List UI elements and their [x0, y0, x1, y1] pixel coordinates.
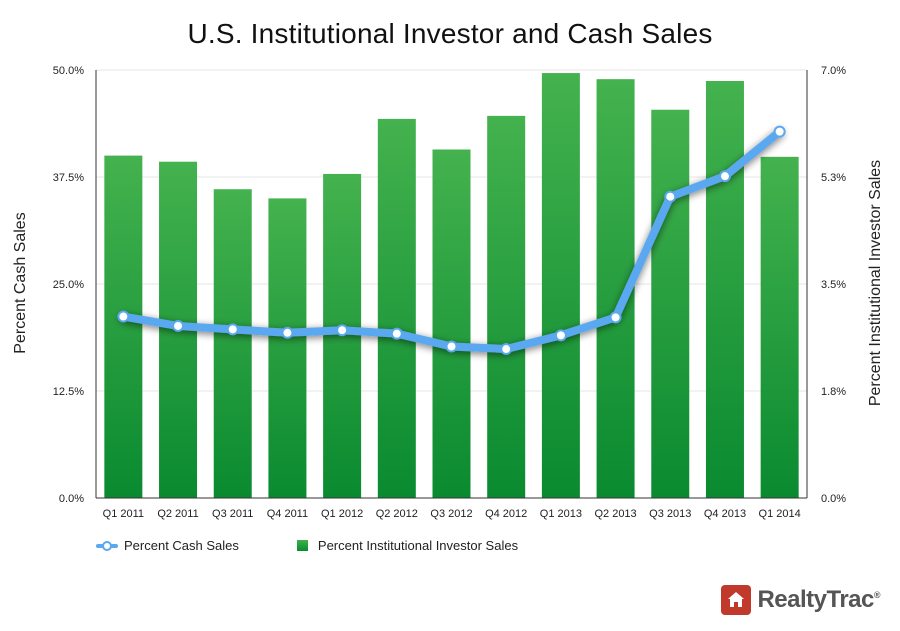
- house-icon: [721, 585, 752, 615]
- bar: [541, 73, 580, 499]
- right-tick-label: 5.3%: [821, 172, 846, 184]
- bar: [377, 118, 416, 499]
- cash-sales-point: [390, 327, 403, 340]
- x-tick-label: Q1 2014: [759, 508, 801, 520]
- x-tick-label: Q3 2013: [649, 508, 691, 520]
- x-tick-label: Q2 2011: [157, 508, 198, 520]
- legend-label-investor: Percent Institutional Investor Sales: [317, 538, 519, 553]
- cash-sales-point: [609, 311, 622, 324]
- cash-sales-point: [718, 170, 731, 183]
- right-tick-label: 7.0%: [821, 65, 846, 77]
- left-tick-label: 37.5%: [53, 172, 84, 184]
- right-tick-label: 0.0%: [821, 493, 846, 505]
- x-tick-label: Q2 2013: [594, 508, 636, 520]
- legend-item-cash: Percent Cash Sales: [96, 538, 239, 553]
- cash-sales-point: [554, 329, 567, 342]
- chart-title: U.S. Institutional Investor and Cash Sal…: [187, 18, 713, 49]
- cash-sales-point: [281, 326, 294, 339]
- brand-name: RealtyTrac®: [757, 586, 880, 613]
- cash-sales-point: [445, 340, 458, 353]
- bar: [213, 189, 252, 498]
- legend-label-cash: Percent Cash Sales: [124, 538, 239, 553]
- cash-sales-point: [773, 125, 786, 138]
- cash-sales-point: [500, 343, 513, 356]
- brand-logo: RealtyTrac®: [721, 585, 881, 615]
- bar: [432, 149, 471, 498]
- bar: [760, 156, 799, 498]
- right-tick-label: 1.8%: [821, 386, 846, 398]
- cash-sales-point: [117, 310, 130, 323]
- x-tick-label: Q2 2012: [376, 508, 418, 520]
- right-axis-title: Percent Institutional Investor Sales: [867, 160, 884, 406]
- x-tick-label: Q3 2011: [212, 508, 253, 520]
- bar: [651, 109, 690, 498]
- line-series-swatch: [96, 540, 118, 551]
- x-tick-label: Q4 2012: [485, 508, 527, 520]
- bar: [487, 115, 526, 498]
- bar: [268, 198, 307, 498]
- left-tick-label: 50.0%: [53, 65, 84, 77]
- legend-item-investor: Percent Institutional Investor Sales: [296, 538, 519, 553]
- x-tick-label: Q1 2011: [103, 508, 144, 520]
- bar-series-swatch: [296, 540, 308, 551]
- x-tick-label: Q1 2012: [321, 508, 363, 520]
- right-tick-label: 3.5%: [821, 279, 846, 291]
- left-tick-label: 25.0%: [53, 279, 84, 291]
- x-tick-label: Q1 2013: [540, 508, 582, 520]
- left-tick-label: 0.0%: [59, 493, 84, 505]
- bar: [104, 155, 143, 498]
- cash-sales-point: [226, 323, 239, 336]
- left-tick-label: 12.5%: [53, 386, 84, 398]
- cash-sales-point: [664, 190, 677, 203]
- x-tick-label: Q4 2013: [704, 508, 746, 520]
- legend: Percent Cash Sales Percent Institutional…: [96, 538, 576, 553]
- left-axis-title: Percent Cash Sales: [12, 212, 29, 353]
- x-tick-label: Q4 2011: [267, 508, 308, 520]
- cash-sales-point: [336, 324, 349, 337]
- cash-sales-point: [172, 319, 185, 332]
- x-tick-label: Q3 2012: [430, 508, 472, 520]
- bar: [705, 81, 744, 499]
